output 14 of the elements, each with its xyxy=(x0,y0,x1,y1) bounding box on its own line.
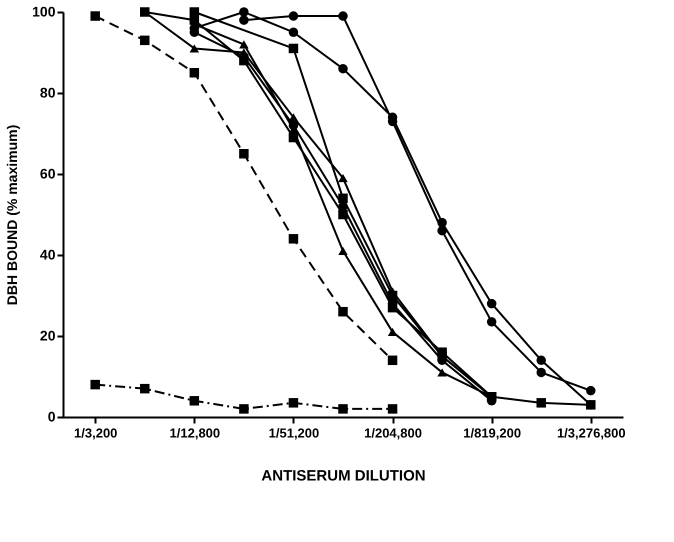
x-tick-label: 1/51,200 xyxy=(268,426,320,440)
x-tick-label: 1/204,800 xyxy=(364,426,422,440)
y-tick-label: 100 xyxy=(32,4,56,20)
y-tick-label: 40 xyxy=(40,246,56,262)
x-axis-title: ANTISERUM DILUTION xyxy=(261,468,426,484)
y-axis-title: DBH BOUND (% maximum) xyxy=(4,124,20,306)
x-tick-label: 1/12,800 xyxy=(170,426,220,440)
y-tick-label: 20 xyxy=(40,328,56,344)
x-tick-label: 1/819,200 xyxy=(463,426,522,440)
y-tick-label: 0 xyxy=(48,408,56,424)
x-tick-label: 1/3,200 xyxy=(74,426,118,440)
x-tick-label: 1/3,276,800 xyxy=(556,426,626,440)
y-tick-label: 80 xyxy=(40,84,56,100)
y-tick-label: 60 xyxy=(40,166,56,182)
